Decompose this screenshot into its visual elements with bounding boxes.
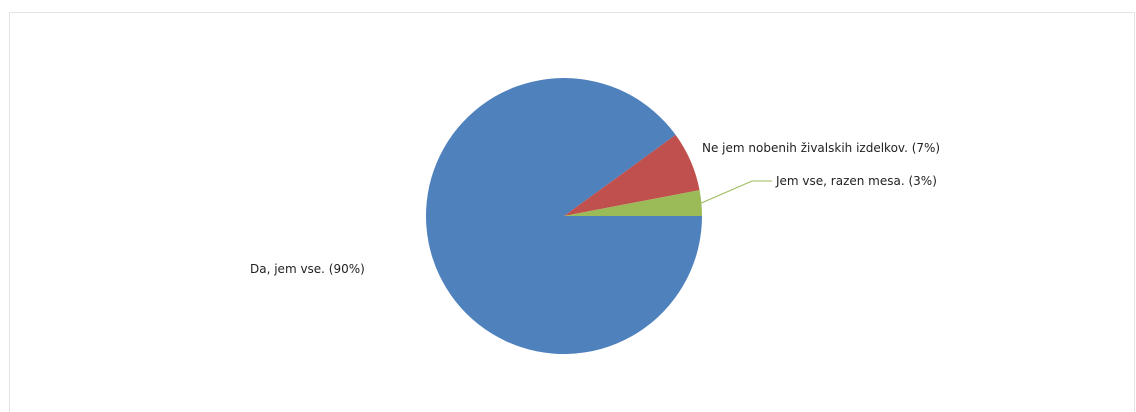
label-jem-vse-razen-mesa: Jem vse, razen mesa. (3%) <box>775 174 937 188</box>
leader-lines <box>701 180 772 204</box>
label-da-jem-vse: Da, jem vse. (90%) <box>250 262 365 276</box>
pie-chart: Da, jem vse. (90%) Ne jem nobenih živals… <box>250 78 940 355</box>
label-ne-jem-zivalskih: Ne jem nobenih živalskih izdelkov. (7%) <box>702 141 940 155</box>
slice-ne-jem-zivalskih <box>564 134 700 216</box>
slice-da-jem-vse <box>425 78 702 355</box>
pie-slices <box>425 78 703 355</box>
slice-jem-vse-razen-mesa <box>564 190 703 216</box>
leader-line-jem-vse-razen-mesa <box>701 180 772 204</box>
